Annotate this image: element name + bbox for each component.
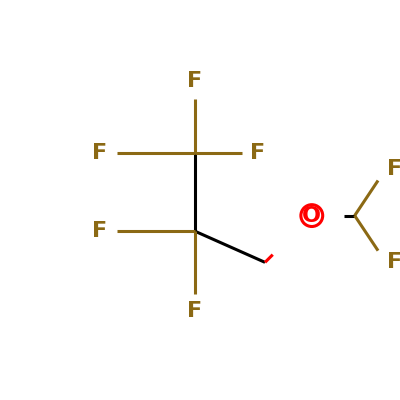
Text: F: F [187,301,202,321]
Text: F: F [250,143,265,163]
Text: F: F [387,252,400,272]
Text: O: O [302,206,321,226]
Text: F: F [92,221,107,241]
Text: F: F [387,159,400,179]
Text: F: F [187,71,202,91]
Text: F: F [92,143,107,163]
